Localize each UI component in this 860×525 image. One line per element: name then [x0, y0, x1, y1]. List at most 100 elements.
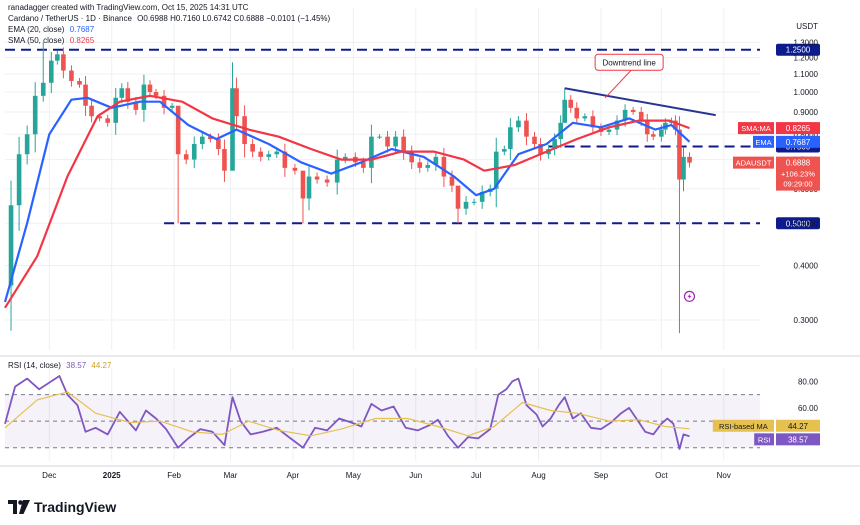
price-tag-name: SMA:MA: [741, 124, 771, 133]
rsi-tag-value: 38.57: [788, 435, 809, 444]
candle-body: [153, 92, 159, 96]
candle-body: [147, 84, 153, 93]
ema-legend-value: 0.7687: [69, 25, 95, 34]
candle-body: [568, 99, 574, 108]
tradingview-logo[interactable]: TradingView: [8, 497, 116, 517]
candle-body: [425, 165, 431, 168]
price-tag-name-box: [733, 156, 774, 169]
candle-body: [552, 139, 557, 150]
sma-50-line: [4, 94, 690, 309]
candle-body: [433, 156, 439, 166]
symbol-title[interactable]: Cardano / TetherUS · 1D · Binance: [8, 14, 132, 23]
candle-body: [502, 149, 507, 152]
candle-body: [300, 170, 306, 199]
candle-body: [222, 149, 227, 171]
grid: [5, 8, 760, 461]
candle-body: [393, 136, 398, 147]
candle-body: [69, 70, 74, 81]
time-tick-label: Jul: [471, 471, 481, 480]
candle-body: [638, 111, 644, 121]
rsi-ma-legend-value: 44.27: [91, 361, 112, 370]
candle-body: [659, 129, 664, 137]
candle-body: [258, 151, 263, 157]
candle-body: [417, 162, 423, 168]
rsi-tag-name-box: [754, 433, 774, 446]
candle-body: [183, 154, 189, 160]
ohlc-values: O0.6988 H0.7160 L0.6742 C0.6888 −0.0101 …: [137, 14, 331, 23]
candle-body: [24, 134, 30, 155]
candle-body: [449, 176, 455, 186]
time-tick-label: May: [346, 471, 361, 480]
price-tick-label: 1.1000: [794, 70, 819, 79]
ema-legend[interactable]: EMA (20, close) 0.7687: [8, 25, 94, 34]
sma-legend-value: 0.8265: [69, 36, 95, 45]
candle-body: [361, 162, 366, 168]
time-tick-label: Sep: [594, 471, 609, 480]
candle-body: [377, 136, 382, 138]
candle-body: [77, 80, 82, 85]
lightning-icon-glyph: [687, 293, 692, 300]
level-tag: [776, 217, 820, 230]
candle-body: [83, 84, 88, 106]
candle-body: [516, 120, 521, 128]
candle-body: [562, 99, 568, 123]
axes: 0.30000.40000.50000.60000.70000.80000.90…: [0, 22, 860, 480]
candle-body: [538, 143, 543, 155]
price-tick-label: 0.8000: [794, 130, 819, 139]
price-tick-label: 0.4000: [794, 262, 819, 271]
price-tick-label: 1.0000: [794, 88, 819, 97]
candle-body: [673, 120, 678, 130]
candle-body: [266, 154, 272, 157]
rsi-pane: 60.00 80.00: [4, 375, 819, 450]
level-tag-label: 1.2500: [786, 46, 811, 55]
candle-body: [385, 136, 390, 147]
downtrend-line: [564, 87, 716, 117]
rsi-tag-name: RSI-based MA: [719, 422, 768, 431]
candle-body: [644, 120, 650, 135]
rsi-legend[interactable]: RSI (14, close) 38.57 44.27: [8, 361, 111, 370]
price-tick-label: 1.2000: [794, 53, 819, 62]
level-tag: [776, 43, 820, 56]
rsi-tick-label: 60.00: [798, 404, 819, 413]
price-unit-label: USDT: [796, 22, 818, 31]
rsi-tag-box: [776, 419, 820, 432]
candle-body: [324, 179, 330, 183]
time-tick-label: Nov: [717, 471, 731, 480]
sma-legend-label: SMA (50, close): [8, 36, 65, 45]
candle-body: [234, 88, 239, 117]
sma-legend[interactable]: SMA (50, close) 0.8265: [8, 36, 94, 45]
annotation-pointer: [604, 69, 632, 99]
price-tag-box: [776, 122, 820, 135]
candle-body: [89, 105, 94, 117]
price-tick-label: 0.9000: [794, 108, 819, 117]
candle-body: [574, 107, 580, 119]
candle-body: [532, 136, 537, 144]
candle-body: [441, 156, 447, 177]
candle-body: [133, 101, 139, 110]
time-tick-label: Dec: [42, 471, 56, 480]
price-tag-value: 0.7687: [786, 138, 811, 147]
rsi-legend-value: 38.57: [66, 361, 87, 370]
candle-body: [471, 201, 477, 203]
candle-body: [582, 116, 588, 119]
candle-body: [282, 151, 288, 168]
candle-body: [677, 129, 682, 180]
level-tag-label: 0.5000: [786, 219, 811, 228]
annotation-box: [594, 53, 664, 71]
candle-body: [55, 54, 60, 61]
candle-body: [216, 139, 221, 150]
price-tick-label: 0.3000: [794, 316, 819, 325]
rsi-tag-value: 44.27: [788, 422, 809, 431]
ema-legend-label: EMA (20, close): [8, 25, 65, 34]
candle-body: [369, 136, 374, 168]
candle-body: [508, 127, 513, 150]
candle-body: [409, 151, 414, 163]
price-tag-name-box: [753, 135, 774, 148]
candle-body: [40, 82, 46, 96]
price-tag-countdown: 09:29:00: [783, 180, 812, 189]
tradingview-logo-icon: [8, 500, 30, 514]
rsi-ma-line: [4, 391, 690, 437]
candle-body: [105, 118, 110, 123]
